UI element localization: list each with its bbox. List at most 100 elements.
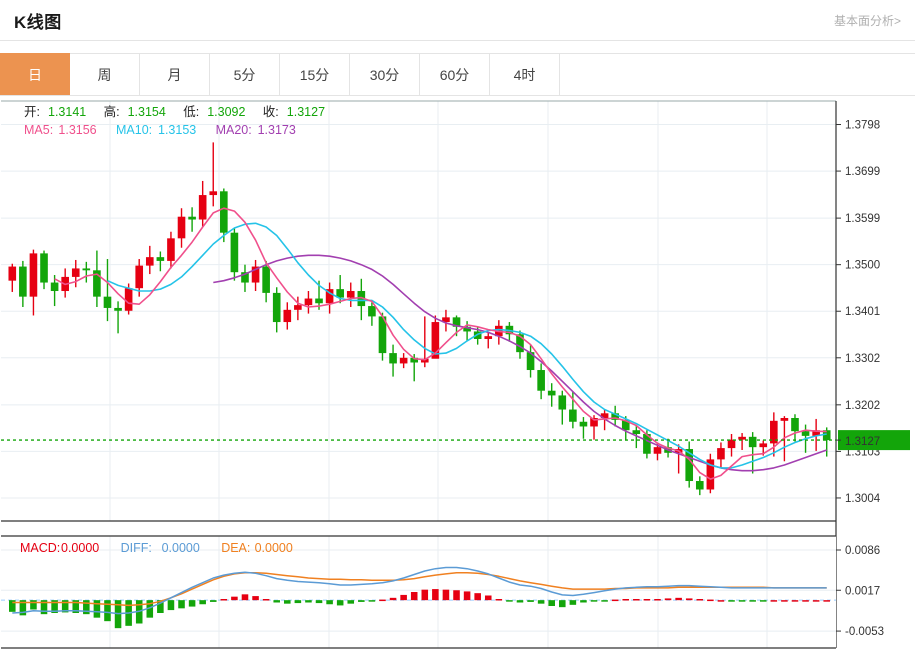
macd-histogram-bar [83,600,90,615]
candle-body [19,266,27,297]
candle-body [167,238,175,261]
candle-body [8,266,17,281]
ohlc-legend-item-6: 收: [263,105,279,119]
macd-axis-label: -0.0053 [845,626,884,638]
tab-4[interactable]: 15分 [280,53,350,95]
macd-histogram-bar [146,600,154,618]
macd-histogram-bar [241,594,249,601]
tab-5[interactable]: 30分 [350,53,420,95]
macd-histogram-bar [643,599,651,601]
ma-legend-item-4: MA20: [216,123,252,137]
candle-body [209,191,218,196]
candle-body [230,232,239,273]
candle-body [294,305,302,310]
candle-body [220,191,228,233]
candle-body [780,417,789,421]
price-axis-label: 1.3004 [845,493,881,505]
macd-histogram-bar [209,600,217,602]
candle-body [727,439,736,449]
tab-label: 60分 [439,66,470,83]
tab-label: 15分 [299,66,330,83]
fundamental-analysis-link[interactable]: 基本面分析> [833,13,901,28]
tab-3[interactable]: 5分 [210,53,280,95]
ohlc-legend-item-4: 低: [183,105,199,119]
macd-histogram-bar [432,589,439,601]
macd-histogram-bar [30,600,37,610]
tab-label: 周 [97,66,112,83]
macd-histogram-bar [781,600,788,602]
tab-7[interactable]: 4时 [490,53,560,95]
macd-histogram-bar [738,600,746,602]
macd-histogram-bar [51,600,58,613]
candle-body [812,430,820,436]
macd-histogram-bar [717,600,725,602]
macd-histogram-bar [9,600,16,612]
ma-legend-item-0: MA5: [24,123,53,137]
candle-body [272,292,281,323]
macd-histogram-bar [696,599,704,601]
candle-body [50,282,59,292]
candle-body [315,298,323,304]
ohlc-legend-item-0: 开: [24,105,40,119]
chart-area[interactable]: 1.3798 1.3699 1.3599 1.3500 1.3401 1.3302 1.32… [0,96,915,654]
candle-body [103,296,112,308]
macd-histogram-bar [199,600,206,605]
tab-1[interactable]: 周 [70,53,140,95]
macd-histogram-bar [93,600,101,618]
tab-label: 月 [167,66,182,83]
page-header: K线图 基本面分析> [0,0,915,40]
candle-body [368,306,376,317]
ma-legend-item-1: 1.3156 [58,123,96,137]
candle-body [346,291,355,298]
macd-histogram-bar [453,590,460,601]
macd-legend-item-2: DIFF: [121,541,152,555]
tab-6[interactable]: 60分 [420,53,490,95]
candle-body [632,430,641,434]
candle-body [251,266,260,283]
candle-body [378,316,387,354]
period-tabbar: 日 周 月 5分 15分 30分 60分 4时 [0,53,915,96]
candle-body [770,420,778,444]
macd-histogram-bar [410,592,418,601]
macd-histogram-bar [548,600,555,606]
candle-body [537,370,545,391]
price-axis-label: 1.3401 [845,306,880,318]
candle-body [114,307,122,311]
kline-svg[interactable]: 1.3798 1.3699 1.3599 1.3500 1.3401 1.3302 1.32… [0,96,915,654]
candle-body [177,216,186,239]
macd-histogram-bar [654,599,661,601]
page-title: K线图 [14,12,62,32]
macd-histogram-bar [40,600,48,615]
macd-histogram-bar [61,600,69,613]
price-axis-label: 1.3699 [845,166,880,178]
macd-histogram-bar [516,600,524,603]
macd-histogram-bar [389,597,397,601]
macd-histogram-bar [590,600,598,602]
tab-2[interactable]: 月 [140,53,210,95]
price-axis-label: 1.3302 [845,353,880,365]
macd-axis-label: 0.0086 [845,545,880,557]
last-price-badge [838,430,910,451]
macd-histogram-bar [368,600,376,602]
candle-body [283,309,292,323]
macd-histogram-bar [770,600,778,602]
macd-histogram-bar [231,596,238,601]
macd-histogram-bar [802,600,809,602]
candle-body [643,433,651,454]
candle-body [325,289,334,304]
ohlc-legend-item-1: 1.3141 [48,105,86,119]
ohlc-legend-item-3: 1.3154 [128,105,166,119]
candle-body [748,436,757,448]
macd-histogram-bar [759,600,767,602]
candle-body [304,298,313,306]
candle-body [40,253,48,283]
candle-body [336,289,344,298]
candle-body [685,449,694,482]
macd-histogram-bar [537,600,545,604]
macd-histogram-bar [284,600,291,604]
candle-body [452,317,461,327]
tab-0[interactable]: 日 [0,53,70,95]
macd-histogram-bar [326,600,333,605]
macd-histogram-bar [506,600,513,602]
